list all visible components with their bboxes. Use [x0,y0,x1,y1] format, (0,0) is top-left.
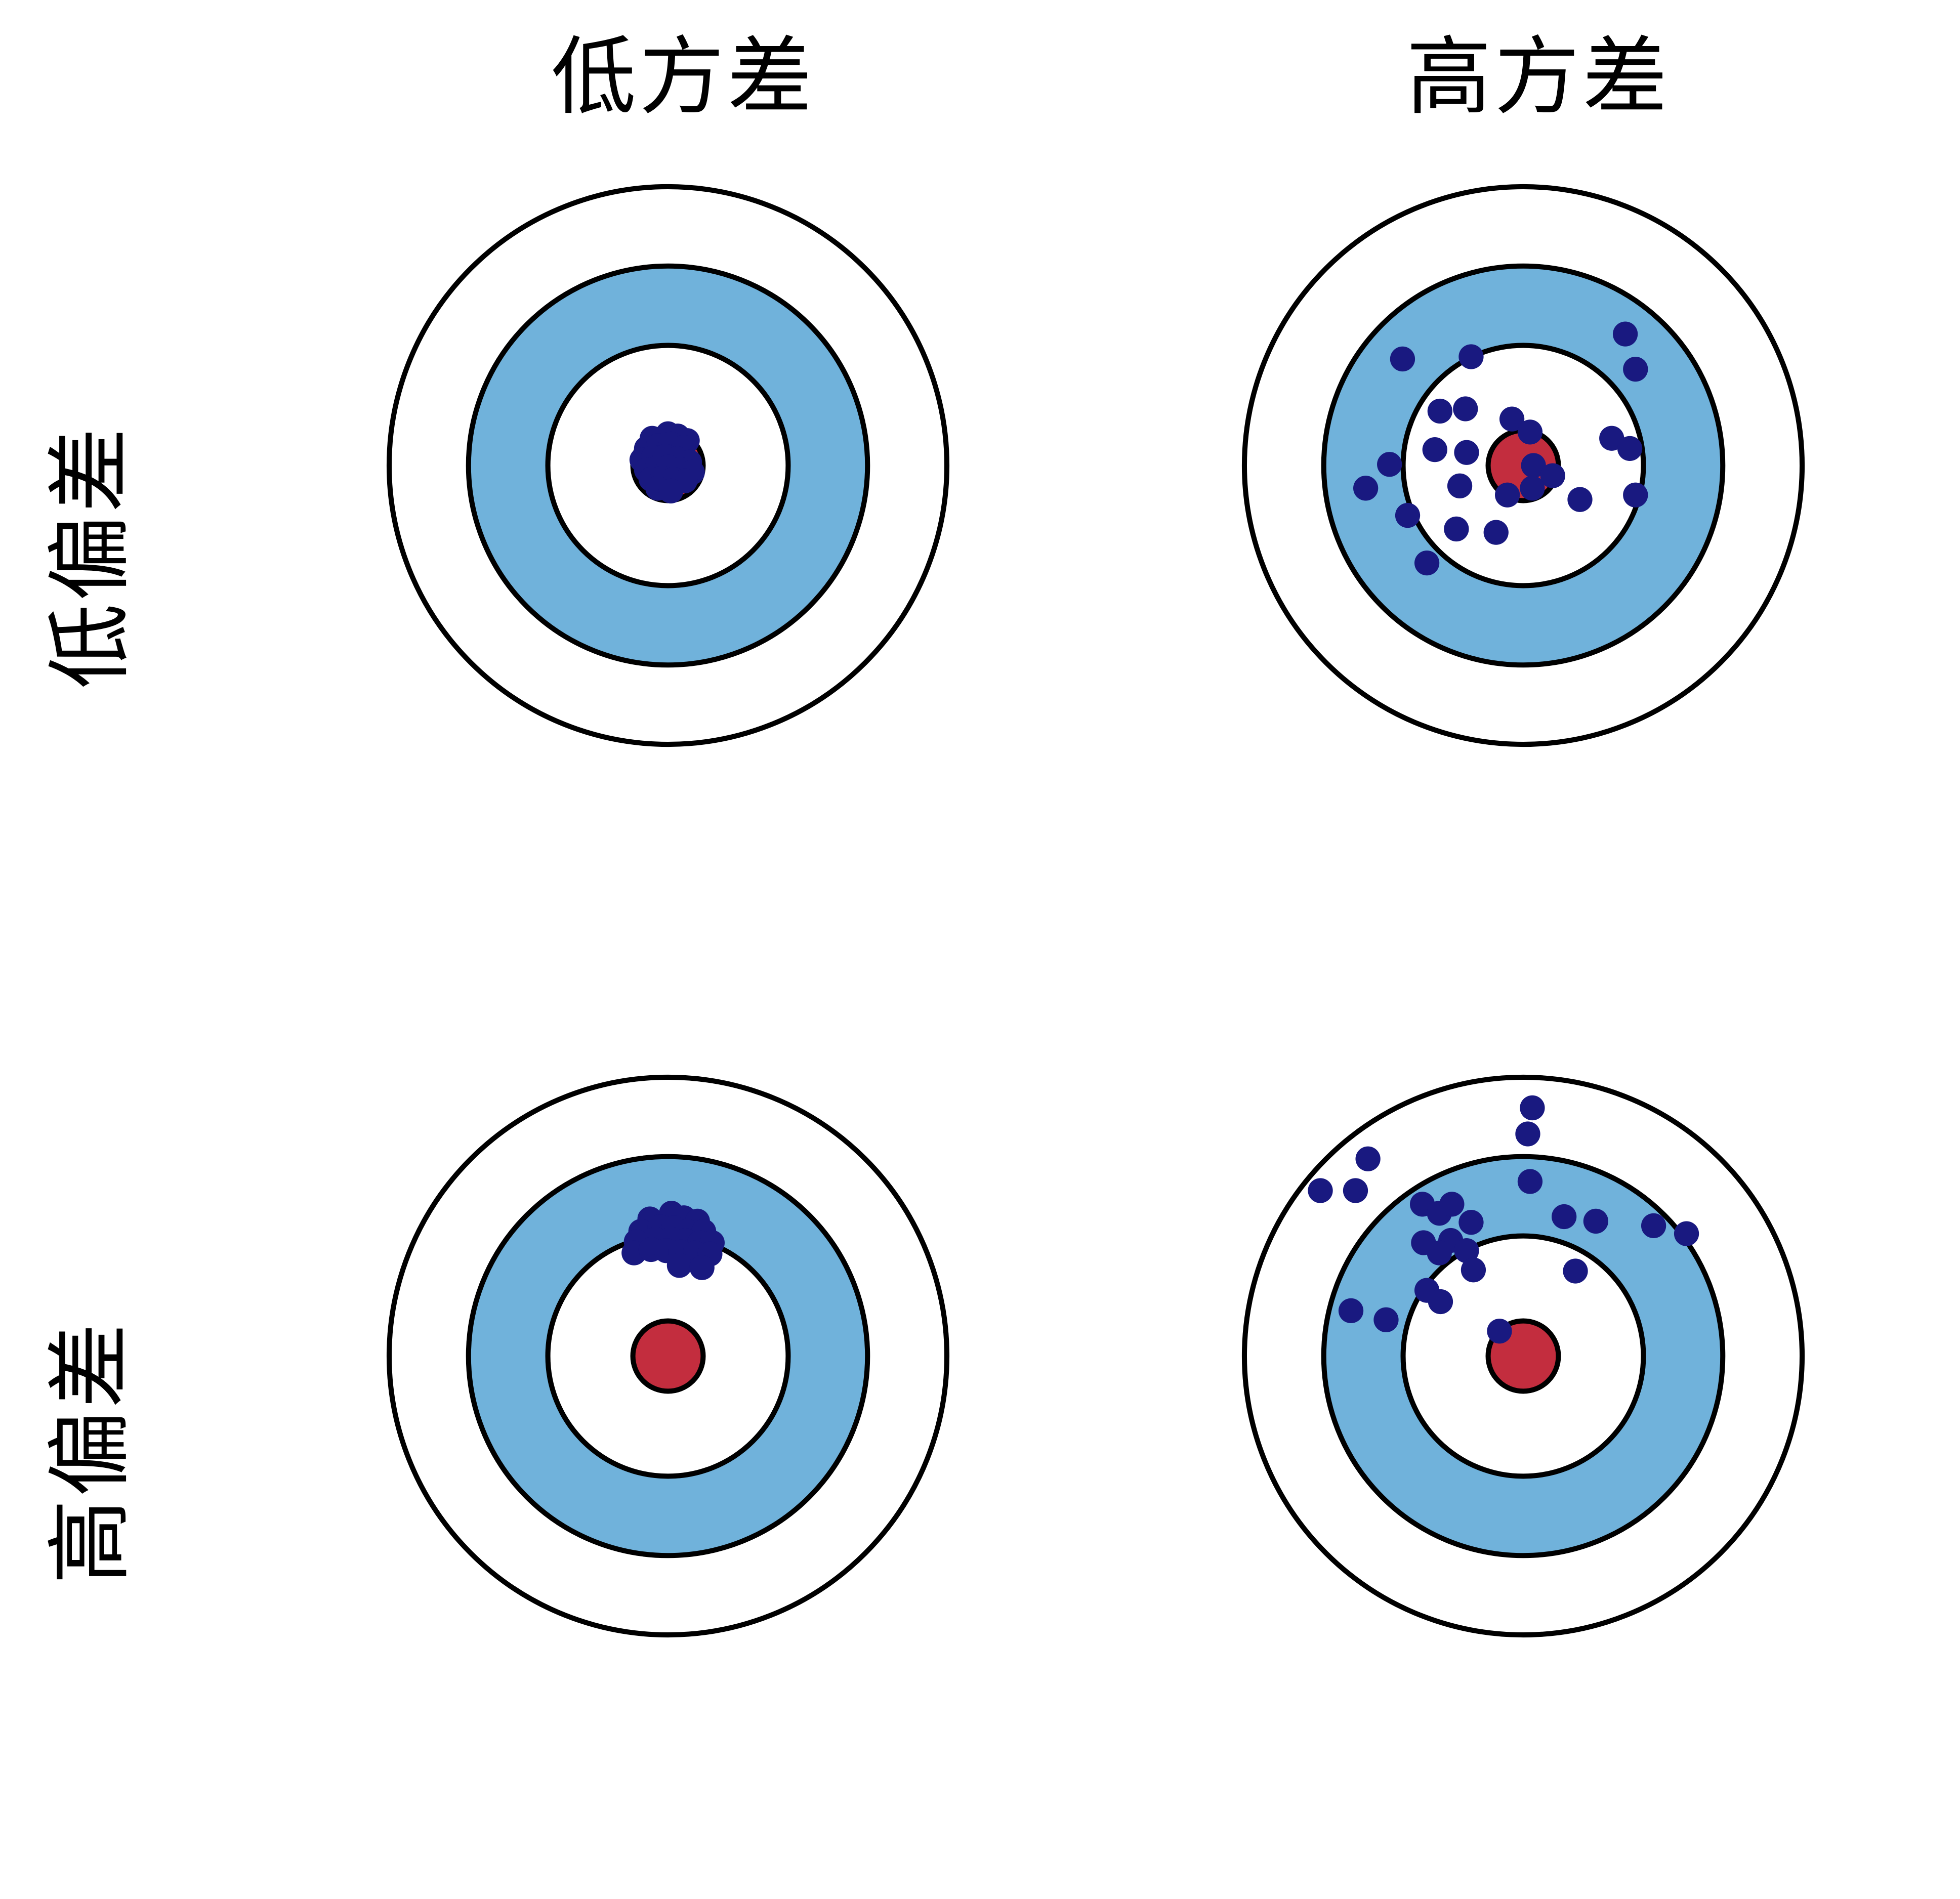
scatter-dot [1373,1307,1399,1332]
scatter-dot [1517,1169,1543,1194]
target-dots [1308,1095,1699,1344]
scatter-dot [1520,1095,1545,1121]
scatter-dot [666,1253,692,1278]
scatter-dot [1612,321,1638,347]
scatter-dot [1427,1240,1452,1265]
target-svg [386,184,950,747]
scatter-dot [1458,344,1484,369]
scatter-dot [1390,346,1415,372]
scatter-dot [1461,1257,1486,1283]
scatter-dot [1308,1178,1333,1203]
target-low-bias-low-variance [385,182,951,749]
scatter-dot [1439,1192,1465,1217]
target-dots [621,1201,725,1280]
scatter-dot [1414,551,1440,576]
target-rings [386,1074,950,1638]
scatter-dot [1599,426,1624,451]
scatter-dot [1447,473,1473,498]
scatter-dot [1552,1204,1577,1230]
scatter-dot [689,1255,715,1280]
scatter-dot [1355,1146,1381,1171]
target-dots [1353,321,1648,576]
scatter-dot [1520,476,1545,501]
scatter-dot [1454,440,1479,465]
scatter-dot [1427,398,1452,424]
scatter-dot [1458,1210,1484,1235]
scatter-dot [1343,1178,1368,1203]
target-high-bias-high-variance [1240,1073,1807,1639]
scatter-dot [1395,502,1421,528]
scatter-dot [658,478,684,504]
scatter-dot [1353,476,1379,501]
target-low-bias-high-variance [1240,182,1807,749]
target-high-bias-low-variance [385,1073,951,1639]
scatter-dot [1453,396,1478,421]
scatter-dot [1454,1238,1479,1263]
column-header-low-variance: 低方差 [551,31,815,125]
target-svg [1241,1074,1805,1638]
scatter-dot [1623,482,1648,508]
scatter-dot [1483,520,1509,545]
scatter-dot [1338,1298,1364,1324]
scatter-dot [1521,453,1546,478]
target-rings [1241,1074,1805,1638]
scatter-dot [1583,1208,1608,1234]
scatter-dot [1499,406,1525,432]
scatter-dot [1674,1221,1699,1246]
target-svg [386,1074,950,1638]
scatter-dot [1495,482,1520,508]
scatter-dot [1487,1319,1512,1344]
scatter-dot [1515,1121,1540,1147]
scatter-dot [1517,419,1543,445]
target-dots [629,421,705,504]
scatter-dot [1617,436,1643,461]
scatter-dot [1422,437,1447,462]
scatter-dot [1428,1289,1453,1315]
scatter-dot [1444,516,1469,542]
row-label-low-bias: 低偏差 [44,425,138,689]
bullseye [630,1318,706,1394]
row-label-high-bias: 高偏差 [44,1320,138,1584]
scatter-dot [1563,1258,1588,1284]
scatter-dot [1377,452,1402,477]
scatter-dot [1641,1213,1666,1239]
scatter-dot [1623,356,1648,382]
column-header-high-variance: 高方差 [1406,31,1671,125]
scatter-dot [1540,463,1565,488]
scatter-dot [1567,487,1593,512]
target-svg [1241,184,1805,747]
